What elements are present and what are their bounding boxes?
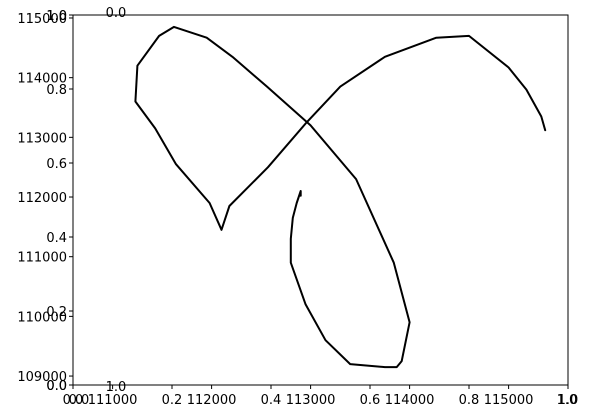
overlay-y-tick-label: 1.0 <box>46 9 67 24</box>
x-tick-label: 113000 <box>286 393 336 408</box>
overlay-top-label: 0.0 <box>106 6 127 21</box>
overlay-x-tick-label: 0.2 <box>162 393 183 408</box>
y-tick-label: 109000 <box>17 370 67 385</box>
overlay-bottom-axis-label: 1.0 <box>557 393 578 408</box>
overlay-x-tick-label: 1.0 <box>558 393 579 408</box>
overlay-bottom-label: 1.0 <box>106 380 127 395</box>
overlay-y-tick-label: 0.0 <box>46 379 67 394</box>
overlay-x-tick-label: 0.0 <box>63 393 84 408</box>
overlay-left-label: 1.0 <box>46 9 67 24</box>
y-tick-label: 113000 <box>17 131 67 146</box>
y-tick-label: 115000 <box>17 12 67 27</box>
y-tick-label: 110000 <box>17 310 67 325</box>
overlay-x-tick-label: 0.8 <box>459 393 480 408</box>
overlay-bottom-axis-label: 0.0 <box>69 393 90 408</box>
overlay-y-tick-label: 0.4 <box>46 231 67 246</box>
axes-frame <box>72 14 569 386</box>
plot-area <box>134 25 547 369</box>
y-tick-label: 112000 <box>17 191 67 206</box>
overlay-x-tick-label: 0.4 <box>261 393 282 408</box>
overlay-axes: 0.0 0.2 0.4 0.6 0.8 1.00.00.20.40.60.81.0 0.01… <box>46 6 578 408</box>
overlay-y-tick-label: 0.8 <box>46 83 67 98</box>
x-tick-label: 112000 <box>187 393 237 408</box>
overlay-y-tick-label: 0.6 <box>46 157 67 172</box>
overlay-x-tick-label: 0.6 <box>360 393 381 408</box>
x-tick-label: 111000 <box>88 393 138 408</box>
overlay-left-label: 0.0 <box>46 379 67 394</box>
series-line-0 <box>134 25 547 369</box>
overlay-y-tick-label: 0.2 <box>46 305 67 320</box>
main-axes: 111000 112000 113000 114000 115000 109000 1100… <box>17 12 569 408</box>
y-tick-label: 111000 <box>17 251 67 266</box>
y-tick-label: 114000 <box>17 72 67 87</box>
x-tick-label: 114000 <box>385 393 435 408</box>
x-tick-label: 115000 <box>484 393 534 408</box>
